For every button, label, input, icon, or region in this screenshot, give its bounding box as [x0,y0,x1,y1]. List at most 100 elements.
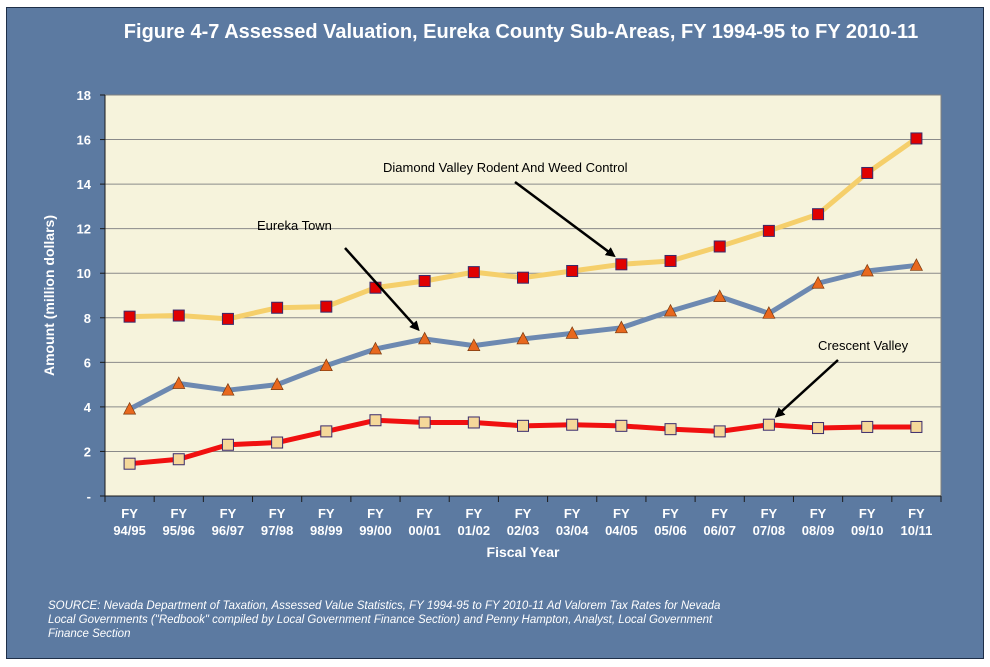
x-tick-label: FY [367,506,384,521]
x-tick-label: FY [662,506,679,521]
x-tick-label: FY [810,506,827,521]
x-tick-label: 02/03 [507,523,540,538]
series-0-point [221,312,234,325]
y-tick-label: - [87,489,91,504]
annotation-arrow [774,359,839,418]
chart-title: Figure 4-7 Assessed Valuation, Eureka Co… [123,21,919,43]
series-0-point [418,275,431,288]
series-2-point [566,418,579,431]
source-note: SOURCE: Nevada Department of Taxation, A… [48,600,721,640]
series-0-point [566,264,579,277]
series-1-point [319,358,333,372]
series-2-point [615,419,628,432]
x-tick-label: FY [170,506,187,521]
x-tick-label: FY [613,506,630,521]
series-1-point [713,289,727,302]
y-tick-label: 4 [84,400,92,415]
series-1-point [565,326,579,339]
series-1-point [614,320,628,334]
series-0-point [861,166,874,179]
series-2-point [467,416,480,429]
y-tick-label: 2 [84,444,91,459]
annotation-arrow [344,247,420,332]
series-1-point [860,263,874,277]
x-tick-label: FY [515,506,532,521]
x-tick-label: 06/07 [703,523,736,538]
series-2-point [369,414,382,427]
series-0-point [664,254,677,267]
series-0-point [910,132,923,145]
series-2-point [664,423,677,436]
series-2-point [812,422,825,435]
series-2-point [172,453,185,466]
series-1-point [762,306,776,319]
x-tick-label: 08/09 [802,523,835,538]
series-1-point [811,275,825,289]
x-tick-label: FY [564,506,581,521]
series-0-point [320,300,333,313]
x-tick-label: FY [416,506,433,521]
series-2-point [762,418,775,431]
series-2-point [221,438,234,451]
y-tick-label: 10 [77,266,91,281]
x-tick-label: 03/04 [556,523,589,538]
x-axis-title: Fiscal Year [487,544,560,560]
series-1-point [172,376,186,389]
y-tick-label: 6 [84,355,91,370]
x-tick-label: FY [466,506,483,521]
x-tick-label: 96/97 [212,523,245,538]
series-0-point [713,240,726,253]
y-axis-title: Amount (million dollars) [41,215,57,376]
x-tick-label: 00/01 [408,523,441,538]
series-2-point [713,425,726,438]
series-1-point [467,338,481,351]
x-tick-label: 97/98 [261,523,294,538]
y-tick-label: 12 [77,222,91,237]
series-0-point [517,271,529,284]
x-tick-label: 09/10 [851,523,884,538]
x-tick-label: 01/02 [458,523,491,538]
annotation-label: Eureka Town [257,218,332,233]
series-0-point [172,309,185,322]
series-1-point [909,258,923,271]
x-tick-label: 05/06 [654,523,687,538]
x-tick-label: FY [269,506,286,521]
series-0-point [762,224,775,237]
y-tick-label: 16 [77,133,91,148]
series-0-point [123,310,136,323]
series-1-point [418,331,432,345]
x-tick-label: 94/95 [113,523,146,538]
series-1-point [221,382,235,396]
series-2-point [418,416,431,429]
series-0-point [467,266,480,279]
series-1-point [663,303,678,317]
series-0-point [812,208,825,221]
y-tick-label: 18 [77,88,91,103]
x-tick-label: 10/11 [900,523,932,538]
x-tick-label: 04/05 [605,523,638,538]
series-1-point [516,331,530,345]
x-tick-label: 98/99 [310,523,343,538]
x-tick-label: FY [711,506,728,521]
plot-area [104,94,942,497]
x-tick-label: 07/08 [753,523,786,538]
x-tick-label: FY [908,506,925,521]
y-tick-label: 8 [84,311,91,326]
series-0-point [615,258,628,271]
annotation-label: Diamond Valley Rodent And Weed Control [383,160,628,175]
series-1-point [270,377,284,390]
x-tick-label: FY [859,506,876,521]
y-tick-label: 14 [77,177,92,192]
x-tick-label: FY [318,506,335,521]
series-0-point [271,301,284,314]
series-1-point [368,341,383,355]
x-tick-label: FY [220,506,237,521]
series-2-point [910,420,923,433]
x-tick-label: FY [121,506,138,521]
annotation-arrow [514,180,616,258]
series-2-point [123,457,136,470]
series-2-point [271,436,284,449]
x-tick-label: FY [761,506,778,521]
